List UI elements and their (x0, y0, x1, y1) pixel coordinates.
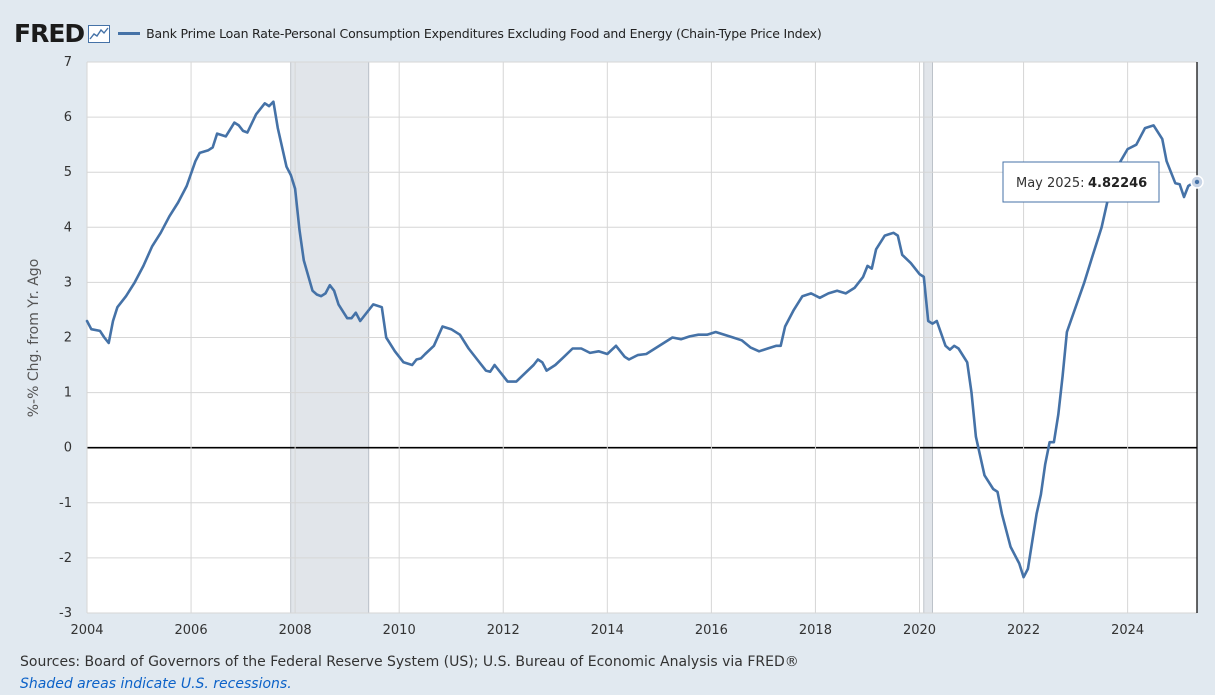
y-tick-label: -2 (59, 551, 72, 566)
tooltip: May 2025: 4.82246 (1002, 161, 1160, 203)
x-tick-label: 2022 (1007, 623, 1040, 638)
legend-swatch (118, 31, 141, 35)
y-axis-label: %-% Chg. from Yr. Ago (26, 259, 42, 418)
tooltip-box (1002, 161, 1160, 203)
y-tick-label: 7 (64, 55, 72, 70)
x-tick-label: 2010 (383, 623, 416, 638)
fred-logo[interactable]: FRED (14, 18, 85, 48)
x-tick-label: 2024 (1111, 623, 1144, 638)
x-tick-label: 2012 (487, 623, 520, 638)
tooltip-date: May 2025: (1016, 176, 1084, 191)
x-tick-label: 2018 (799, 623, 832, 638)
gridlines-group (86, 61, 1198, 614)
y-tick-label: 4 (64, 220, 72, 235)
x-tick-label: 2016 (695, 623, 728, 638)
y-tick-label: -1 (59, 496, 72, 511)
chart-header: FRED Bank Prime Loan Rate-Personal Consu… (14, 18, 822, 48)
y-tick-label: 2 (64, 331, 72, 346)
hover-marker-dot (1194, 179, 1200, 185)
y-tick-label: 3 (64, 275, 72, 290)
x-axis-tick-labels: 2004 2006 2008 2010 2012 2014 2016 2018 2020 2022… (70, 623, 1144, 638)
tooltip-value: 4.82246 (1088, 176, 1147, 191)
footer-sources: Sources: Board of Governors of the Feder… (20, 654, 799, 670)
y-tick-label: 0 (64, 441, 72, 456)
y-tick-label: 6 (64, 110, 72, 125)
legend-label: Bank Prime Loan Rate-Personal Consumptio… (146, 25, 822, 41)
graph-icon (88, 25, 111, 43)
x-tick-label: 2014 (591, 623, 624, 638)
x-tick-label: 2020 (903, 623, 936, 638)
footer-recessions-note[interactable]: Shaded areas indicate U.S. recessions. (20, 676, 292, 692)
y-axis-tick-labels: -3 -2 -1 0 1 2 3 4 5 6 7 (59, 55, 72, 621)
x-tick-label: 2008 (279, 623, 312, 638)
y-tick-label: -3 (59, 606, 72, 621)
x-tick-label: 2004 (70, 623, 103, 638)
series-line[interactable] (85, 100, 1199, 579)
x-tick-label: 2006 (175, 623, 208, 638)
y-tick-label: 1 (64, 386, 72, 401)
y-tick-label: 5 (64, 165, 72, 180)
